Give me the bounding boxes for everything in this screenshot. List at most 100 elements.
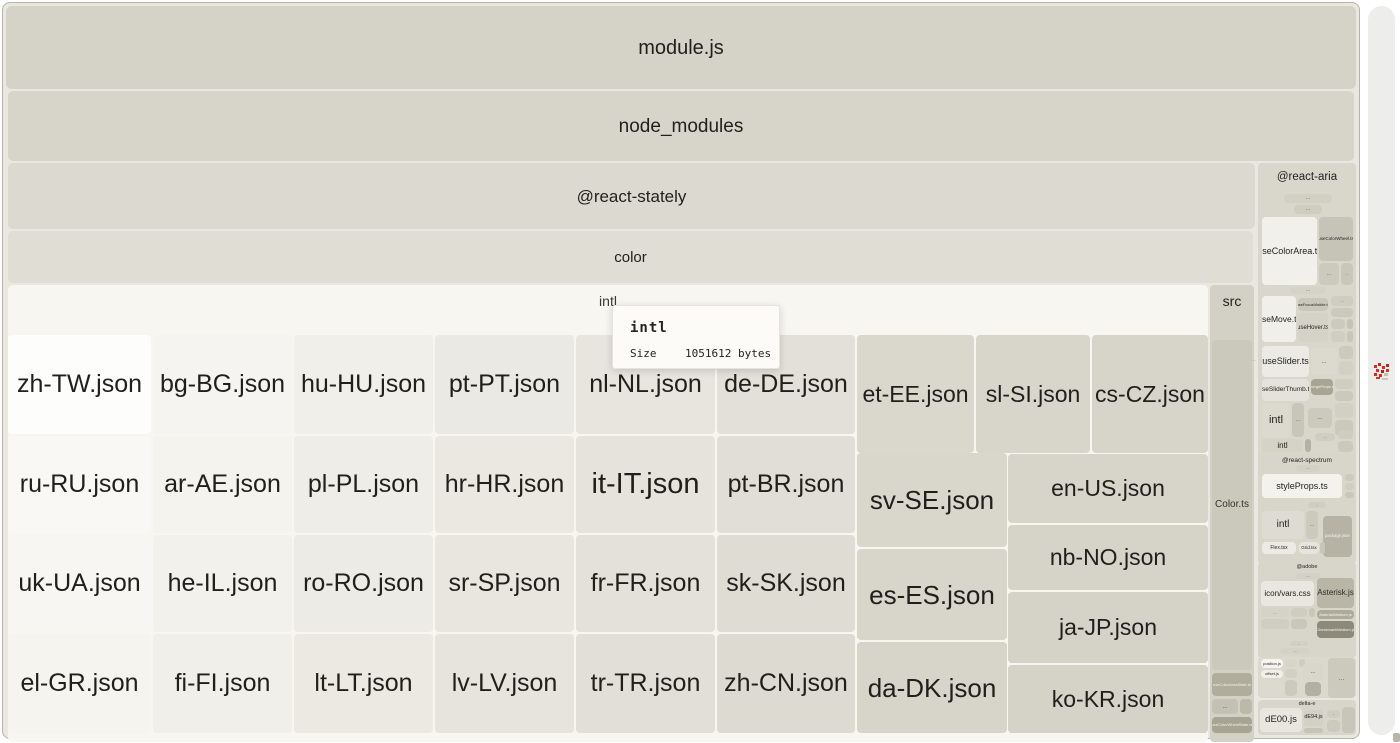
treemap-cell-lv-lv-json[interactable]: lv-LV.json <box>435 634 574 733</box>
treemap-cell-ar-ae-json[interactable]: ar-AE.json <box>153 436 292 533</box>
treemap-cell-tile[interactable] <box>1331 319 1345 329</box>
treemap-cell-sv-se-json[interactable]: sv-SE.json <box>857 453 1007 547</box>
treemap-cell-package-json[interactable]: package.json <box>1323 516 1352 557</box>
treemap-cell-tile[interactable]: ... <box>1331 296 1353 306</box>
treemap-cell-flex-tsx[interactable]: Flex.tsx <box>1262 542 1296 554</box>
treemap-cell-tile[interactable] <box>1345 492 1354 498</box>
treemap-group-module-js[interactable]: module.js <box>6 6 1356 89</box>
treemap-cell-he-il-json[interactable]: he-IL.json <box>153 535 292 632</box>
treemap-cell-tile[interactable]: ... <box>1319 263 1339 285</box>
treemap-cell-icon-vars-css[interactable]: icon/vars.css <box>1261 581 1314 606</box>
treemap-cell-tile[interactable]: - <box>1308 502 1326 508</box>
treemap-cell-useslider-ts[interactable]: useSlider.ts <box>1262 346 1309 377</box>
treemap-cell-tile[interactable]: ... <box>1315 433 1335 441</box>
treemap-cell-usefocusvisible-ts[interactable]: useFocusVisible.ts <box>1298 298 1328 311</box>
treemap-cell-usecolorwheel-ts[interactable]: useColorWheel.ts <box>1319 217 1353 261</box>
treemap-cell-tile[interactable]: ... <box>1306 511 1318 539</box>
treemap-cell-usehover-ts[interactable]: useHover.ts <box>1298 313 1328 342</box>
treemap-cell-styleprops-ts[interactable]: styleProps.ts <box>1262 474 1342 498</box>
treemap-cell-fi-fi-json[interactable]: fi-FI.json <box>153 634 292 733</box>
treemap-cell-tile[interactable] <box>1331 331 1345 342</box>
treemap-cell-bg-bg-json[interactable]: bg-BG.json <box>153 335 292 434</box>
treemap-cell-tile[interactable] <box>1240 699 1252 714</box>
treemap-cell-tile[interactable] <box>1347 331 1353 342</box>
treemap-cell-tile[interactable] <box>1339 361 1353 375</box>
treemap-cell-usesliderthumb-ts[interactable]: useSliderThumb.ts <box>1262 379 1309 401</box>
treemap-cell-zh-tw-json[interactable]: zh-TW.json <box>8 335 151 434</box>
treemap-cell-tile[interactable] <box>1299 659 1305 667</box>
treemap-cell-pl-pl-json[interactable]: pl-PL.json <box>294 436 433 533</box>
treemap-cell-tile[interactable] <box>1261 619 1289 629</box>
treemap-cell-intl[interactable]: intl <box>1262 511 1304 539</box>
treemap-cell-offset-js[interactable]: offset.js <box>1261 670 1283 678</box>
treemap-cell-tile[interactable] <box>1338 430 1353 439</box>
treemap-cell-usecolorareastate-ts[interactable]: useColorAreaState.ts <box>1212 673 1252 696</box>
treemap-cell-hr-hr-json[interactable]: hr-HR.json <box>435 436 574 533</box>
treemap-cell-tile[interactable]: ... <box>1294 205 1322 214</box>
treemap-cell-ru-ru-json[interactable]: ru-RU.json <box>8 436 151 533</box>
treemap-cell-tile[interactable] <box>1261 680 1283 696</box>
treemap-cell-hu-hu-json[interactable]: hu-HU.json <box>294 335 433 434</box>
treemap-cell-tile[interactable]: ... <box>1308 408 1332 428</box>
treemap-cell-es-es-json[interactable]: es-ES.json <box>857 549 1007 640</box>
treemap-cell-tile[interactable] <box>1285 669 1297 678</box>
treemap-cell-tile[interactable]: ... <box>1292 403 1304 437</box>
treemap-cell-tile[interactable] <box>1291 608 1307 617</box>
treemap-cell-asteriskmedium-js[interactable]: AsteriskMedium.js <box>1317 610 1354 619</box>
treemap-cell-tile[interactable] <box>1331 308 1353 317</box>
treemap-cell-et-ee-json[interactable]: et-EE.json <box>857 335 974 453</box>
treemap-cell-tile[interactable] <box>1305 439 1311 452</box>
treemap-cell-zh-cn-json[interactable]: zh-CN.json <box>717 634 855 733</box>
treemap-cell-nb-no-json[interactable]: nb-NO.json <box>1008 525 1208 590</box>
treemap-cell-tile[interactable] <box>1309 608 1315 617</box>
treemap-cell-ko-kr-json[interactable]: ko-KR.json <box>1008 665 1208 733</box>
treemap-cell-fr-fr-json[interactable]: fr-FR.json <box>576 535 715 632</box>
treemap-cell-tile[interactable]: - <box>1290 641 1308 646</box>
treemap-group-node-modules[interactable]: node_modules <box>8 91 1354 161</box>
treemap-cell-pt-br-json[interactable]: pt-BR.json <box>717 436 855 533</box>
treemap-cell-de00-js[interactable]: dE00.js <box>1260 708 1302 732</box>
treemap-cell-tile[interactable]: ... <box>1296 465 1320 472</box>
treemap-cell-intl[interactable]: intl <box>1262 403 1290 437</box>
treemap-cell-en-us-json[interactable]: en-US.json <box>1008 454 1208 523</box>
treemap-cell-tile[interactable] <box>1335 403 1353 418</box>
treemap-cell-tile[interactable]: ... <box>1280 648 1310 654</box>
treemap-cell-tile[interactable] <box>1285 680 1297 696</box>
treemap-cell-da-dk-json[interactable]: da-DK.json <box>857 642 1007 733</box>
treemap-cell-tile[interactable] <box>1304 728 1323 733</box>
treemap-cell-asterisk-js[interactable]: Asterisk.js <box>1317 578 1354 608</box>
treemap-cell-intl[interactable]: intl <box>1262 439 1303 452</box>
treemap-cell-tile[interactable] <box>1320 542 1325 554</box>
treemap-cell-tile[interactable]: - <box>1327 710 1340 718</box>
treemap-group-react-stately[interactable]: @react-stately <box>8 163 1255 229</box>
treemap-cell-tile[interactable]: ... <box>1261 608 1289 617</box>
treemap-cell-checkmarkmedium-js[interactable]: CheckmarkMedium.js <box>1317 621 1354 638</box>
treemap-cell-tile[interactable] <box>1305 682 1321 696</box>
treemap-cell-it-it-json[interactable]: it-IT.json <box>576 436 715 533</box>
treemap-cell-grid-tsx[interactable]: Grid.tsx <box>1299 542 1319 554</box>
treemap-cell-mergeprops-ts[interactable]: mergeProps.ts <box>1311 379 1333 395</box>
treemap-cell-usemove-ts[interactable]: useMove.ts <box>1262 296 1296 342</box>
treemap-cell-usecolorarea-ts[interactable]: useColorArea.ts <box>1262 217 1317 285</box>
treemap-group-color[interactable]: color <box>8 231 1253 283</box>
treemap-cell-de94-js[interactable]: dE94.js <box>1304 710 1323 726</box>
treemap-cell-tile[interactable]: ... <box>1250 352 1258 368</box>
treemap-cell-lt-lt-json[interactable]: lt-LT.json <box>294 634 433 733</box>
treemap-cell-ro-ro-json[interactable]: ro-RO.json <box>294 535 433 632</box>
treemap-cell-position-js[interactable]: position.js <box>1261 659 1283 668</box>
treemap-cell-de-de-json[interactable]: de-DE.json <box>717 335 855 434</box>
treemap-cell-sk-sk-json[interactable]: sk-SK.json <box>717 535 855 632</box>
treemap-cell-tile[interactable]: ... <box>1284 194 1332 203</box>
treemap-cell-tile[interactable] <box>1285 659 1297 667</box>
treemap-cell-tile[interactable]: ... <box>1296 573 1320 579</box>
treemap-cell-tile[interactable]: ... <box>1303 663 1323 680</box>
treemap-cell-usecolorwheelstate-ts[interactable]: useColorWheelState.ts <box>1212 717 1252 733</box>
treemap-cell-pt-pt-json[interactable]: pt-PT.json <box>435 335 574 434</box>
treemap-cell-tile[interactable] <box>1291 619 1307 629</box>
treemap-cell-tile[interactable] <box>1335 391 1353 401</box>
treemap-cell-tile[interactable] <box>1339 346 1353 359</box>
treemap-cell-tile[interactable] <box>1347 319 1353 329</box>
treemap-cell-tile[interactable]: ... <box>1290 287 1326 294</box>
treemap-cell-tile[interactable]: ... <box>1311 348 1337 375</box>
treemap-cell-tile[interactable] <box>1345 483 1354 490</box>
